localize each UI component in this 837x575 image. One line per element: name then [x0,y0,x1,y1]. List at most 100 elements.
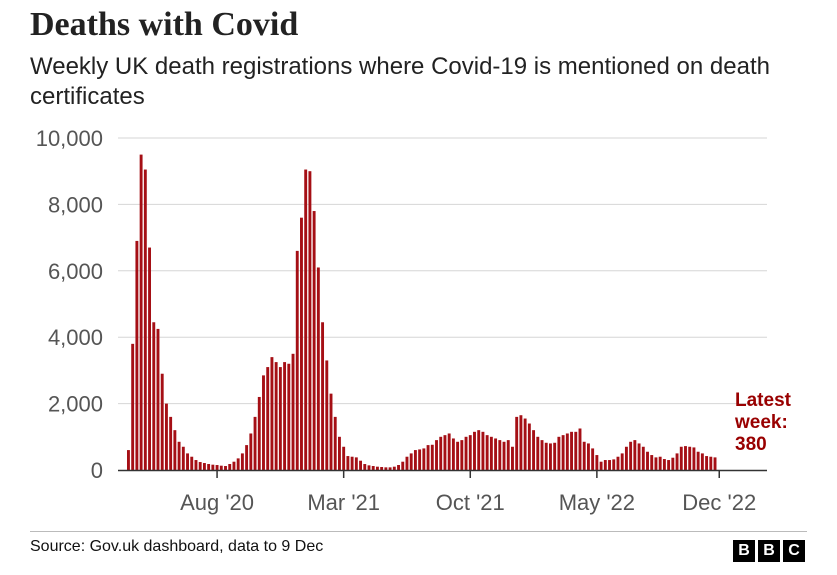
bar [696,451,700,470]
bar [557,436,561,470]
bar [582,441,586,470]
bar [388,467,392,470]
x-tick-label: May '22 [559,490,635,515]
bar [515,416,519,470]
bar [350,456,354,470]
bar [325,360,329,470]
bar [354,457,358,470]
bar [207,464,211,470]
chart-subtitle: Weekly UK death registrations where Covi… [30,53,770,110]
bar [413,450,417,470]
bar [190,456,194,470]
bar [439,436,443,470]
bar [641,446,645,470]
bar [485,435,489,470]
bar [679,446,683,470]
bar [494,438,498,470]
bar [549,443,552,470]
bar [173,430,177,470]
bar [211,464,215,470]
bar [595,455,599,470]
bar [603,460,607,470]
bar [397,465,400,470]
bar [329,393,333,470]
bar [540,440,544,470]
bar [608,460,611,470]
bar [215,465,219,470]
bar [675,453,679,470]
bar [278,367,282,470]
bar [257,396,261,470]
bar [464,436,468,470]
bar [291,353,295,470]
bar [435,440,438,470]
bar [224,466,227,470]
bar [401,461,405,470]
annotation-line: Latest [735,390,792,411]
bar [295,250,299,470]
bar [164,403,168,470]
bar [671,457,675,470]
bar [553,442,557,470]
x-axis: Aug '20 Mar '21 Oct '21 May '22 Dec '22 [118,469,767,515]
y-tick-label: 8,000 [48,192,103,217]
bar [502,441,506,470]
bar [148,247,151,470]
bar [270,357,274,470]
bar [637,443,641,470]
bar [131,343,135,470]
chart-title: Deaths with Covid [30,6,299,43]
footer-divider [30,531,807,532]
bar [646,451,649,470]
bar [304,169,308,471]
y-tick-label: 2,000 [48,392,103,417]
bar [342,446,346,470]
y-tick-label: 6,000 [48,259,103,284]
bar [599,461,603,470]
bar [565,433,569,470]
bar [612,459,616,470]
y-tick-label: 0 [91,458,103,483]
y-tick-label: 10,000 [36,126,103,151]
x-tick-label: Dec '22 [682,490,756,515]
bar [274,362,278,470]
bar [135,240,139,470]
source-note: Source: Gov.uk dashboard, data to 9 Dec [30,538,324,555]
bar [371,466,375,470]
bar [498,440,502,470]
bar [705,456,709,470]
bar [527,423,531,470]
bar [253,416,257,470]
bar [262,375,265,470]
bar [266,367,270,470]
bar [654,457,658,470]
bar [186,453,189,470]
bar [591,448,595,470]
bbc-logo: B B C [733,540,805,562]
bar [688,446,692,470]
bar [633,440,637,470]
bar [624,446,628,470]
bar [481,431,485,470]
bar [620,453,624,470]
bar-chart: 0 2,000 4,000 6,000 8,000 10,000 Aug '20 Mar '… [36,126,792,515]
bar [202,463,206,470]
bar [616,456,620,470]
logo-letter: C [783,540,805,562]
bar [409,453,413,470]
bar [219,465,223,470]
bar [359,460,362,470]
bar [177,441,181,470]
bar [700,453,704,470]
bar [152,322,156,470]
bar [160,373,164,470]
bar [468,435,472,470]
bar [667,460,671,470]
x-tick-label: Mar '21 [307,490,380,515]
bar [650,455,654,470]
bar [169,416,173,470]
annotation-line: week: [734,412,788,433]
bar [249,433,253,470]
bar [194,460,198,470]
